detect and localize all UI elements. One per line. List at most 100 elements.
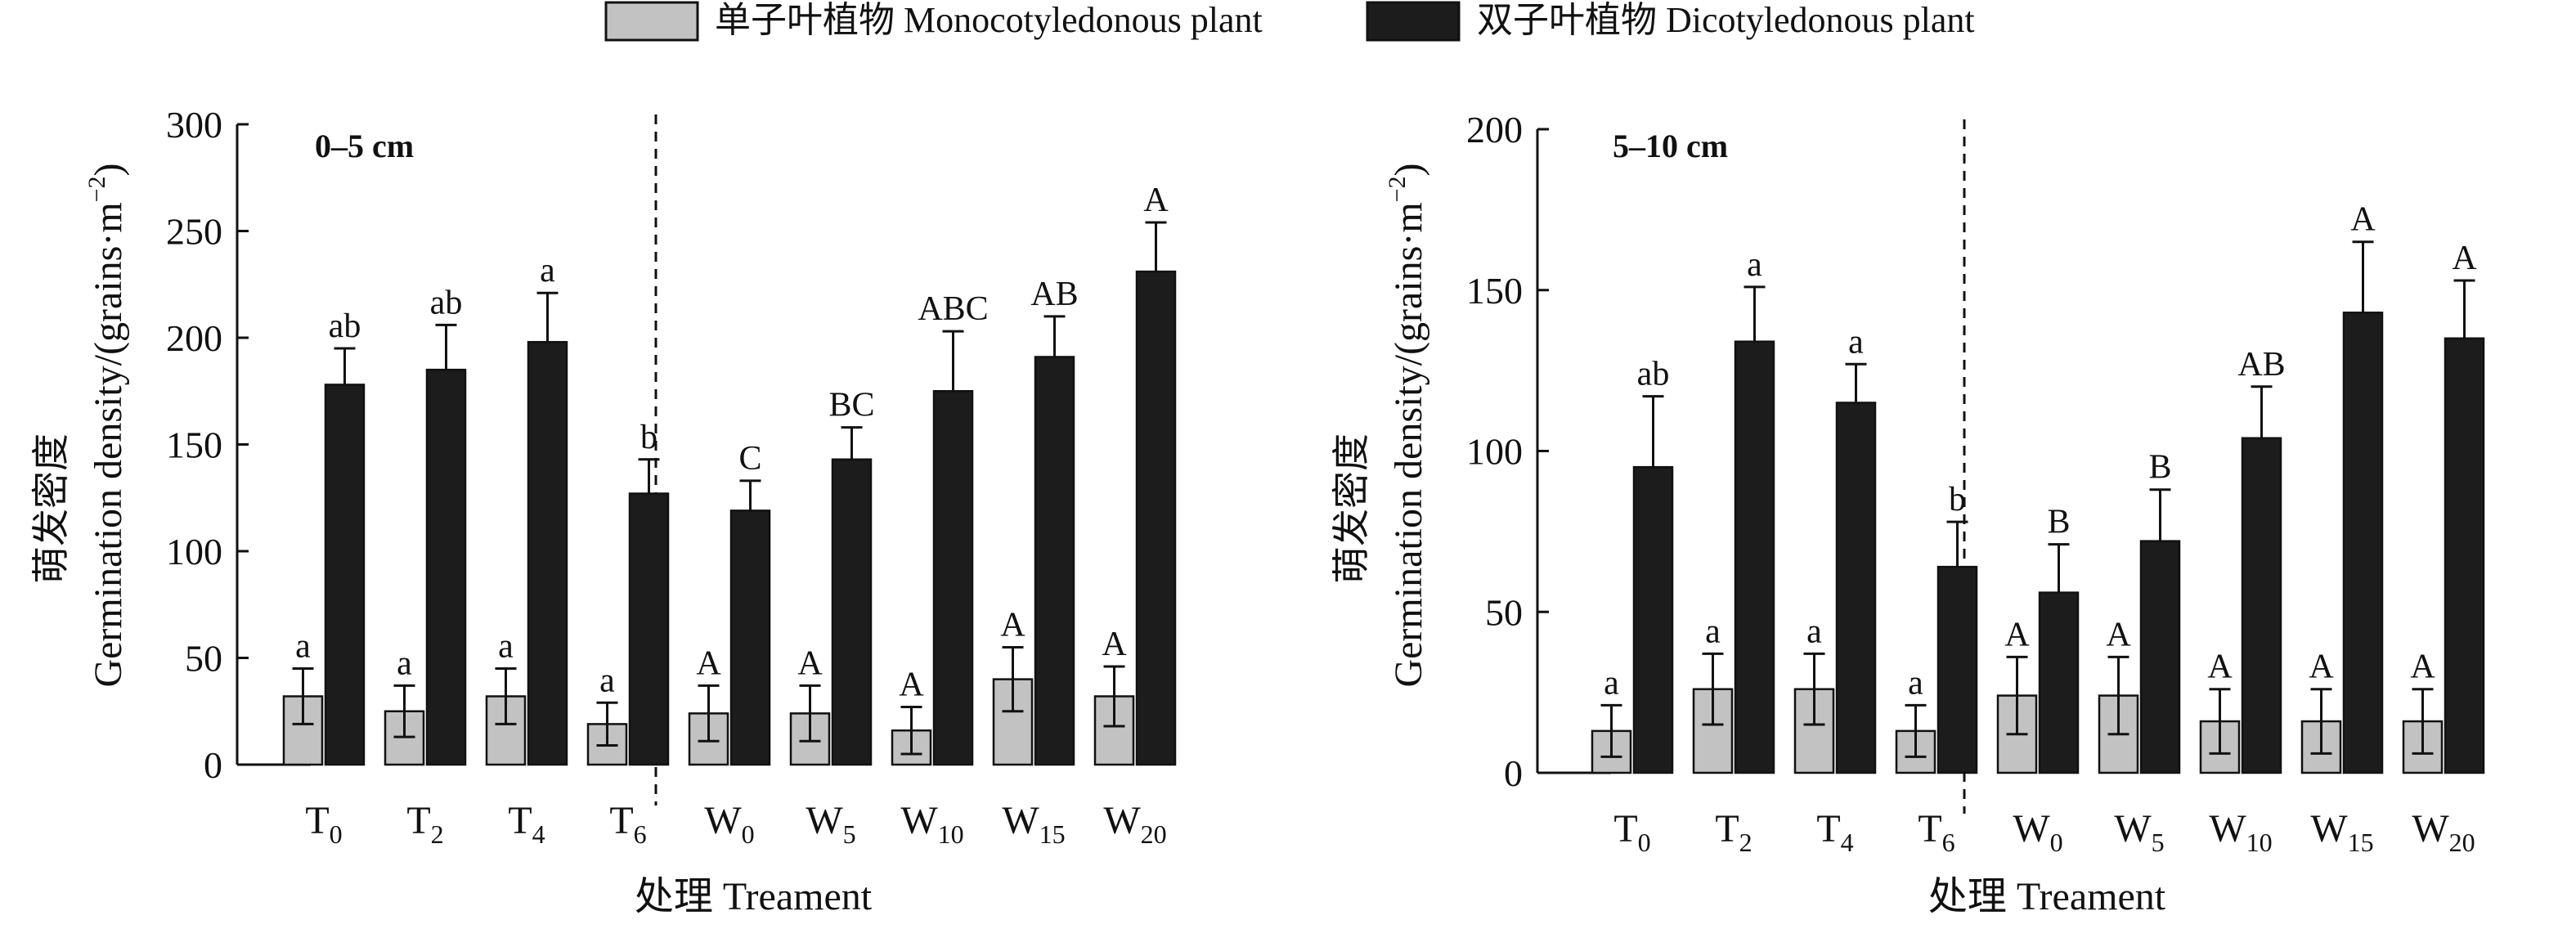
svg-text:萌发密度: 萌发密度 [1331,433,1372,584]
significance-letter: AB [1030,276,1078,313]
bar-dicot [2241,437,2282,774]
svg-text:Germination density/(grains·m−: Germination density/(grains·m−2) [83,163,130,687]
x-axis-title-panel-2: 处理 Treament [1928,875,2166,918]
significance-letter: A [696,644,721,682]
chart-panel-5-10cm: 5–10 cm 处理 Treament 萌发密度 Germination den… [1331,109,2485,918]
significance-letter: A [2350,201,2376,239]
bar-dicot [932,390,974,766]
significance-letter: A [1143,182,1169,219]
significance-letter: A [2207,649,2233,686]
x-tick-label: W0 [2013,807,2062,857]
significance-letter: a [295,628,311,666]
significance-letter: a [397,644,412,682]
significance-letter: a [1806,613,1822,650]
significance-letter: A [2004,616,2030,653]
y-tick-label: 150 [1466,270,1523,312]
bar-dicot [729,509,771,766]
significance-letter: AB [2237,346,2285,384]
y-tick-label: 100 [166,531,222,572]
significance-letter: a [1747,246,1762,284]
significance-letter: a [1908,664,1923,702]
significance-letter: a [599,662,615,699]
significance-letter: A [2309,649,2334,686]
x-tick-label: T6 [609,799,646,849]
y-tick-label: 50 [185,638,222,680]
bar-dicot [1936,565,1978,774]
significance-letter: a [1848,323,1864,361]
legend-label-monocot: 单子叶植物 Monocotyledonous plant [715,0,1263,40]
x-tick-label: T0 [1613,807,1650,857]
legend-label-dicot: 双子叶植物 Dicotyledonous plant [1477,0,1975,40]
bar-dicot [1835,402,1877,774]
x-tick-label: T2 [1715,807,1752,857]
y-tick-label: 0 [204,744,222,786]
legend-swatch-monocot [604,1,699,42]
chart-panel-0-5cm: 0–5 cm 处理 Treament 萌发密度 Germination dens… [30,104,1177,918]
x-tick-label: W15 [1002,799,1065,849]
x-tick-label: W0 [704,799,754,849]
bar-dicot [527,340,568,766]
x-tick-label: W5 [2114,807,2164,857]
x-tick-label: T4 [1816,807,1853,857]
x-axis-title-panel-1: 处理 Treament [635,875,873,918]
y-axis-title-en-panel-1: Germination density/(grains·m−2) [83,163,130,687]
significance-letter: b [1949,481,1966,518]
significance-letter: b [640,419,657,456]
y-tick-label: 100 [1466,431,1523,473]
svg-text:Germination density/(grains·m−: Germination density/(grains·m−2) [1384,163,1430,687]
bar-dicot [2342,312,2384,774]
bar-dicot [425,368,467,766]
significance-letter: A [2106,616,2131,653]
significance-letter: A [797,644,823,682]
x-tick-label: W20 [1103,799,1166,849]
y-tick-label: 200 [166,317,222,359]
bar-dicot [1632,465,1674,774]
significance-letter: a [1604,664,1619,702]
significance-letter: B [2047,504,2070,541]
y-tick-label: 0 [1504,752,1523,794]
y-tick-label: 250 [166,211,222,253]
bar-dicot [2139,540,2181,774]
svg-text:萌发密度: 萌发密度 [30,433,72,584]
significance-letter: a [498,628,514,666]
bar-dicot [1734,340,1775,774]
panel-label-5-10cm: 5–10 cm [1613,128,1728,164]
y-tick-label: 50 [1485,591,1523,633]
legend-swatch-dicot [1366,1,1461,42]
significance-letter: ABC [918,290,988,328]
y-tick-label: 300 [166,104,222,146]
significance-letter: B [2148,449,2171,487]
y-axis-title-en-panel-2: Germination density/(grains·m−2) [1384,163,1430,687]
x-tick-label: T2 [406,799,443,849]
bar-dicot [628,492,670,766]
x-tick-label: W15 [2310,807,2373,857]
significance-letter: ab [329,307,361,345]
bar-dicot [2038,591,2080,774]
significance-letter: a [540,252,555,289]
bar-dicot [324,384,366,766]
y-tick-label: 200 [1466,109,1523,150]
x-tick-label: W10 [2209,807,2272,857]
significance-letter: ab [1637,356,1670,393]
x-tick-label: W5 [806,799,855,849]
significance-letter: ab [430,284,463,321]
significance-letter: BC [828,387,874,424]
legend: 单子叶植物 Monocotyledonous plant 双子叶植物 Dicot… [604,0,1975,42]
bar-dicot [1135,270,1177,766]
bar-dicot [2444,337,2485,774]
y-tick-label: 150 [166,424,222,466]
y-axis-title-cn-panel-1: 萌发密度 [30,433,72,584]
y-axis-title-cn-panel-2: 萌发密度 [1331,433,1372,584]
significance-letter: A [1102,626,1127,663]
x-tick-label: T0 [305,799,342,849]
significance-letter: A [1000,606,1025,644]
bar-dicot [831,458,873,766]
x-tick-label: W20 [2412,807,2475,857]
significance-letter: A [899,666,924,704]
significance-letter: A [2410,649,2435,686]
significance-letter: a [1705,613,1721,650]
significance-letter: C [738,440,761,478]
x-tick-label: T4 [508,799,545,849]
x-tick-label: W10 [900,799,963,849]
panel-label-0-5cm: 0–5 cm [315,128,414,164]
